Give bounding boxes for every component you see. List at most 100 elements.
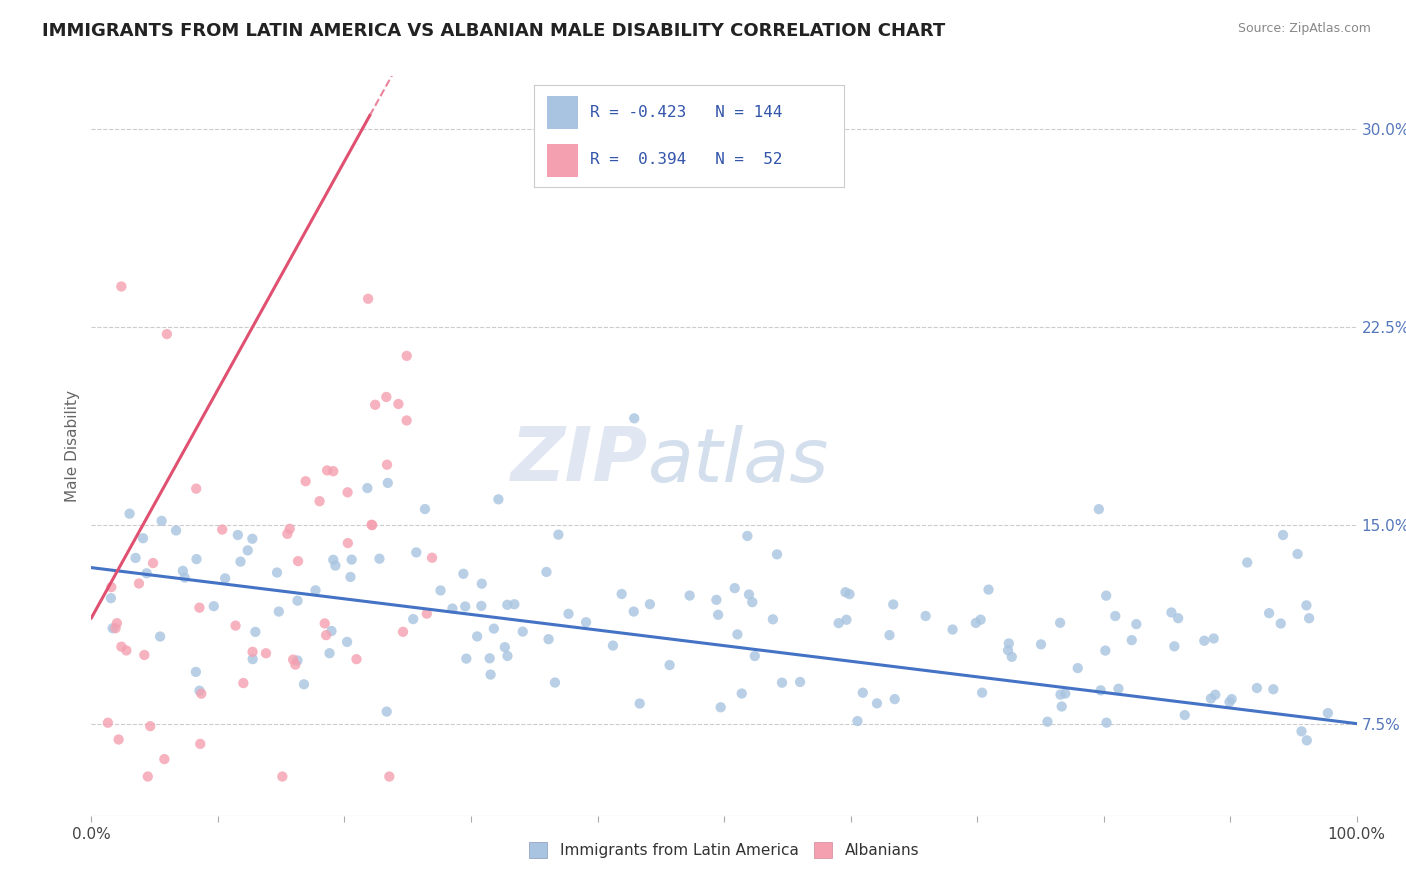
Point bbox=[454, 599, 477, 614]
Text: R = -0.423   N = 144: R = -0.423 N = 144 bbox=[591, 105, 783, 120]
Point bbox=[375, 458, 398, 472]
Point bbox=[240, 532, 263, 546]
Point bbox=[378, 770, 401, 784]
Point bbox=[128, 576, 150, 591]
Point bbox=[134, 648, 156, 662]
Point bbox=[738, 587, 761, 601]
Point bbox=[731, 686, 754, 700]
Point bbox=[281, 653, 304, 667]
Point bbox=[318, 646, 340, 660]
Point bbox=[321, 624, 343, 638]
Point bbox=[387, 397, 409, 411]
Point bbox=[737, 529, 759, 543]
Point bbox=[368, 551, 391, 566]
Point bbox=[165, 524, 187, 538]
Point bbox=[724, 581, 747, 595]
Point bbox=[1246, 681, 1268, 695]
Point bbox=[124, 550, 146, 565]
Point bbox=[744, 648, 766, 663]
Point bbox=[429, 583, 451, 598]
Point bbox=[267, 605, 290, 619]
Point bbox=[357, 292, 380, 306]
Point bbox=[835, 613, 858, 627]
Point bbox=[336, 635, 359, 649]
Point bbox=[287, 653, 309, 667]
Point bbox=[1049, 615, 1071, 630]
Point bbox=[496, 598, 519, 612]
Point bbox=[1054, 687, 1077, 701]
Point bbox=[471, 576, 494, 591]
Point bbox=[998, 636, 1021, 650]
Point bbox=[1036, 714, 1059, 729]
Point bbox=[1194, 633, 1216, 648]
Point bbox=[914, 609, 936, 624]
Point bbox=[866, 696, 889, 710]
Point bbox=[173, 571, 195, 585]
Point bbox=[242, 652, 264, 666]
Point bbox=[1163, 640, 1185, 654]
Point bbox=[156, 327, 179, 342]
Point bbox=[1090, 683, 1112, 698]
Point bbox=[336, 536, 359, 550]
Point bbox=[322, 553, 344, 567]
Point bbox=[1286, 547, 1309, 561]
Point bbox=[361, 518, 384, 533]
Point bbox=[107, 732, 129, 747]
Point bbox=[149, 630, 172, 644]
Point bbox=[610, 587, 633, 601]
Point bbox=[100, 591, 122, 606]
Point bbox=[229, 555, 252, 569]
Point bbox=[416, 607, 439, 621]
Point bbox=[628, 697, 651, 711]
Point bbox=[100, 580, 122, 594]
Point bbox=[294, 474, 316, 488]
Point bbox=[136, 770, 159, 784]
Point bbox=[360, 517, 382, 532]
Point bbox=[292, 677, 315, 691]
Point bbox=[969, 613, 991, 627]
Point bbox=[316, 463, 339, 477]
Point bbox=[789, 675, 811, 690]
Text: R =  0.394   N =  52: R = 0.394 N = 52 bbox=[591, 153, 783, 167]
Point bbox=[741, 595, 763, 609]
Point bbox=[1029, 637, 1052, 651]
Point bbox=[150, 514, 173, 528]
Point bbox=[1095, 589, 1118, 603]
Point bbox=[377, 475, 399, 490]
Point bbox=[658, 658, 681, 673]
Point bbox=[623, 411, 645, 425]
Point bbox=[1220, 692, 1243, 706]
Point bbox=[1049, 688, 1071, 702]
Point bbox=[602, 639, 624, 653]
Point bbox=[118, 507, 141, 521]
Point bbox=[101, 621, 124, 635]
Point bbox=[486, 492, 509, 507]
Point bbox=[453, 566, 475, 581]
Point bbox=[557, 607, 579, 621]
Point bbox=[547, 527, 569, 541]
Point bbox=[725, 627, 748, 641]
Point bbox=[1088, 502, 1111, 516]
Point bbox=[1263, 682, 1285, 697]
Point bbox=[441, 601, 464, 615]
Point bbox=[364, 398, 387, 412]
Point bbox=[287, 554, 309, 568]
Point bbox=[882, 598, 904, 612]
Bar bbox=[547, 145, 578, 177]
Text: ZIP: ZIP bbox=[510, 425, 648, 498]
Point bbox=[1270, 616, 1292, 631]
Point bbox=[211, 523, 233, 537]
Point bbox=[883, 692, 905, 706]
Point bbox=[276, 526, 298, 541]
Point bbox=[494, 640, 516, 655]
Point bbox=[1050, 699, 1073, 714]
Point bbox=[496, 648, 519, 663]
Point bbox=[402, 612, 425, 626]
Point bbox=[375, 390, 398, 404]
Point bbox=[623, 605, 645, 619]
Point bbox=[879, 628, 901, 642]
Point bbox=[395, 413, 418, 427]
Point bbox=[105, 616, 128, 631]
Point bbox=[336, 485, 359, 500]
Point bbox=[242, 645, 264, 659]
